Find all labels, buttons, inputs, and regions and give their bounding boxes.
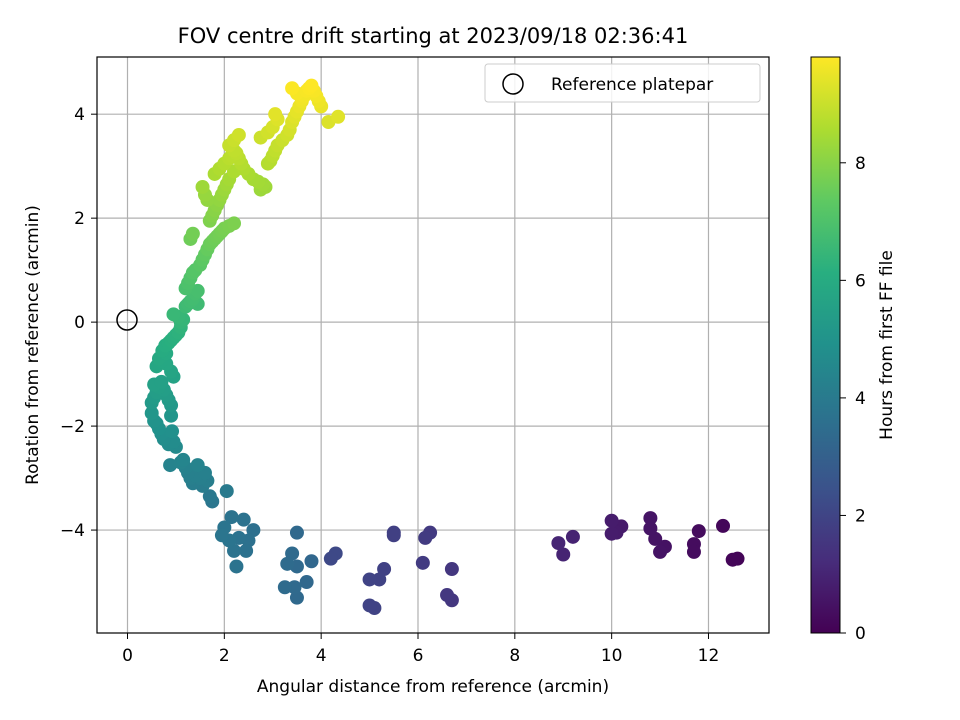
data-point (224, 510, 239, 525)
data-point (604, 513, 619, 528)
data-points (144, 78, 745, 616)
y-tick-label: −2 (60, 417, 85, 437)
data-point (164, 408, 179, 423)
data-point (686, 544, 701, 559)
data-point (285, 546, 300, 561)
data-point (219, 484, 234, 499)
data-point (214, 528, 229, 543)
data-point (165, 424, 180, 439)
x-tick-label: 12 (698, 646, 720, 666)
data-point (304, 78, 319, 93)
reference-marker (116, 309, 138, 331)
data-point (691, 524, 706, 539)
y-tick-label: −4 (60, 521, 85, 541)
data-point (415, 555, 430, 570)
data-point (202, 489, 217, 504)
data-point (144, 406, 159, 421)
legend-label: Reference platepar (551, 75, 713, 95)
data-point (163, 458, 178, 473)
x-axis-label: Angular distance from reference (arcmin) (257, 677, 609, 697)
colorbar-tick-label: 0 (855, 624, 866, 644)
data-point (377, 562, 392, 577)
data-point (239, 543, 254, 558)
x-axis-ticks: 0 2 4 6 8 10 12 (122, 633, 719, 666)
data-point (227, 543, 242, 558)
data-point (285, 81, 300, 96)
legend-marker (502, 73, 524, 95)
y-tick-label: 4 (74, 105, 85, 125)
data-point (372, 572, 387, 587)
colorbar-tick-label: 2 (855, 506, 866, 526)
data-point (653, 544, 668, 559)
data-point (565, 529, 580, 544)
colorbar-tick-label: 8 (855, 154, 866, 174)
y-axis-ticks: −4 −2 0 2 4 (60, 105, 97, 541)
data-point (440, 588, 455, 603)
data-point (166, 307, 181, 322)
data-point (277, 580, 292, 595)
data-point (280, 556, 295, 571)
data-point (154, 374, 169, 389)
data-point (268, 107, 283, 122)
colorbar (810, 56, 841, 634)
x-tick-label: 8 (509, 646, 520, 666)
data-point (551, 536, 566, 551)
data-point (231, 127, 246, 142)
colorbar-tick-label: 6 (855, 271, 866, 291)
data-point (444, 562, 459, 577)
data-point (304, 554, 319, 569)
data-point (556, 547, 571, 562)
data-point (643, 521, 658, 536)
colorbar-label: Hours from first FF file (877, 250, 897, 440)
colorbar-tick-label: 4 (855, 389, 866, 409)
legend: Reference platepar (484, 63, 761, 103)
x-tick-label: 6 (413, 646, 424, 666)
x-tick-label: 0 (122, 646, 133, 666)
data-point (418, 530, 433, 545)
legend-box (484, 63, 761, 103)
chart-title: FOV centre drift starting at 2023/09/18 … (178, 24, 689, 48)
data-point (331, 109, 346, 124)
data-point (287, 580, 302, 595)
data-point (246, 523, 261, 538)
plot-frame (96, 56, 770, 634)
data-point (323, 551, 338, 566)
data-point (362, 572, 377, 587)
data-point (190, 283, 205, 298)
data-point (195, 179, 210, 194)
data-point (176, 452, 191, 467)
data-point (289, 525, 304, 540)
data-point (227, 216, 242, 231)
x-tick-label: 2 (219, 646, 230, 666)
data-point (725, 552, 740, 567)
data-point (185, 226, 200, 241)
data-point (299, 575, 314, 590)
x-tick-label: 10 (601, 646, 623, 666)
data-point (643, 511, 658, 526)
data-point (190, 458, 205, 473)
data-point (229, 559, 244, 574)
data-point (386, 528, 401, 543)
y-tick-label: 2 (74, 209, 85, 229)
data-point (362, 598, 377, 613)
data-point (604, 526, 619, 541)
y-tick-label: 0 (74, 313, 85, 333)
colorbar-ticks: 0 2 4 6 8 (840, 154, 866, 644)
x-tick-label: 4 (316, 646, 327, 666)
data-point (236, 512, 251, 527)
data-point (648, 531, 663, 546)
data-point (716, 518, 731, 533)
y-axis-label: Rotation from reference (arcmin) (23, 205, 43, 485)
